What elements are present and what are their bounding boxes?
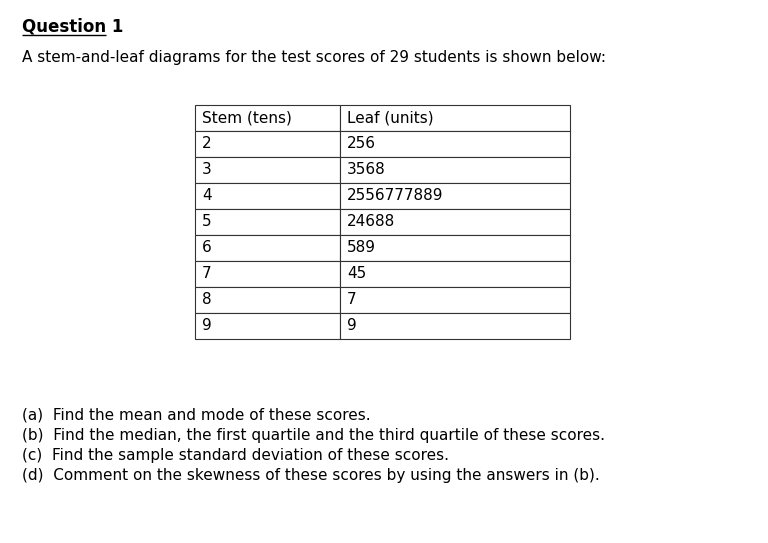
Text: 3: 3 [202, 162, 212, 178]
Bar [195, 157, 340, 183]
Text: 45: 45 [347, 267, 366, 281]
Text: Stem (tens): Stem (tens) [202, 110, 292, 125]
Text: 24688: 24688 [347, 214, 396, 230]
Text: 8: 8 [202, 293, 212, 307]
Text: Question 1: Question 1 [22, 18, 124, 36]
Bar [340, 287, 570, 313]
Text: (a)  Find the mean and mode of these scores.: (a) Find the mean and mode of these scor… [22, 408, 371, 423]
Text: 7: 7 [202, 267, 212, 281]
Bar [195, 313, 340, 339]
Bar [340, 183, 570, 209]
Text: 2: 2 [202, 136, 212, 151]
Bar [340, 313, 570, 339]
Text: 6: 6 [202, 241, 212, 256]
Text: (c)  Find the sample standard deviation of these scores.: (c) Find the sample standard deviation o… [22, 448, 449, 463]
Bar [195, 235, 340, 261]
Text: 2556777889: 2556777889 [347, 188, 443, 204]
Text: 256: 256 [347, 136, 376, 151]
Text: (d)  Comment on the skewness of these scores by using the answers in (b).: (d) Comment on the skewness of these sco… [22, 468, 600, 483]
Text: Leaf (units): Leaf (units) [347, 110, 434, 125]
Bar [195, 287, 340, 313]
Text: 9: 9 [347, 319, 357, 333]
Text: 9: 9 [202, 319, 212, 333]
Bar [195, 209, 340, 235]
Bar [340, 209, 570, 235]
Text: 589: 589 [347, 241, 376, 256]
Text: 4: 4 [202, 188, 212, 204]
Bar [340, 261, 570, 287]
Text: 7: 7 [347, 293, 356, 307]
Bar [340, 105, 570, 131]
Bar [340, 157, 570, 183]
Bar [195, 105, 340, 131]
Text: 3568: 3568 [347, 162, 386, 178]
Text: 5: 5 [202, 214, 212, 230]
Bar [195, 183, 340, 209]
Text: (b)  Find the median, the first quartile and the third quartile of these scores.: (b) Find the median, the first quartile … [22, 428, 605, 443]
Bar [195, 131, 340, 157]
Bar [195, 261, 340, 287]
Bar [340, 131, 570, 157]
Text: A stem-and-leaf diagrams for the test scores of 29 students is shown below:: A stem-and-leaf diagrams for the test sc… [22, 50, 606, 65]
Bar [340, 235, 570, 261]
